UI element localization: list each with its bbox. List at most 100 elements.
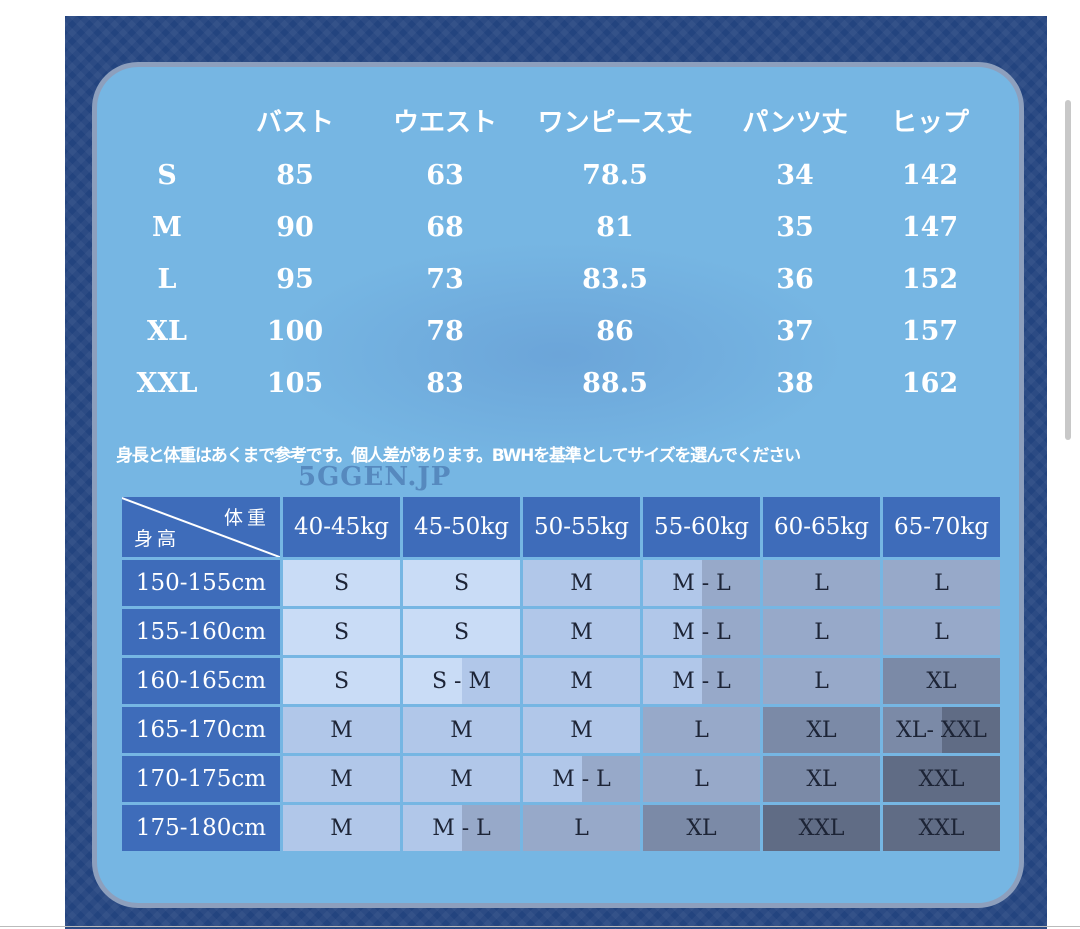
size-cell: M - L <box>643 609 760 655</box>
size-cell-text: L <box>934 619 949 645</box>
size-cell: M <box>523 658 640 704</box>
measurement-value: 162 <box>901 368 959 399</box>
size-label: XXL <box>136 368 198 399</box>
size-cell: M - L <box>643 560 760 606</box>
size-cell-text: L <box>814 668 829 694</box>
size-cell: L <box>643 756 760 802</box>
size-cell-text: L <box>934 570 949 596</box>
measurement-value: 90 <box>276 212 314 243</box>
height-header: 155-160cm <box>122 609 280 655</box>
size-label: M <box>152 212 182 243</box>
size-cell: XXL <box>883 805 1000 851</box>
size-cell: M <box>523 707 640 753</box>
size-cell: L <box>523 805 640 851</box>
size-cell: S - M <box>403 658 520 704</box>
size-cell-text: S <box>453 570 470 596</box>
size-cell: L <box>883 560 1000 606</box>
corner-header: 体重 身高 <box>122 497 280 557</box>
size-cell: M <box>403 756 520 802</box>
size-cell-text: M <box>570 619 593 645</box>
weight-header: 40-45kg <box>283 497 400 557</box>
measurement-value: 37 <box>776 316 814 347</box>
size-cell-text: S <box>453 619 470 645</box>
watermark-text: 5GGEN.JP <box>298 462 452 492</box>
size-cell-text: M - L <box>432 815 491 841</box>
size-cell-text: S <box>333 668 350 694</box>
size-cell: XL <box>643 805 760 851</box>
size-cell-text: L <box>814 619 829 645</box>
size-cell: XL <box>883 658 1000 704</box>
measurement-value: 105 <box>266 368 324 399</box>
size-cell-text: M <box>330 717 353 743</box>
measurement-header: ウエスト <box>392 108 498 138</box>
size-cell-text: XL- XXL <box>896 717 987 743</box>
size-cell: L <box>763 560 880 606</box>
weight-header: 55-60kg <box>643 497 760 557</box>
measurement-header: ヒップ <box>890 108 970 138</box>
height-header: 150-155cm <box>122 560 280 606</box>
size-cell-shade <box>701 609 760 655</box>
size-cell: S <box>283 609 400 655</box>
weight-header: 50-55kg <box>523 497 640 557</box>
size-cell: S <box>283 658 400 704</box>
size-cell: XXL <box>883 756 1000 802</box>
measurement-value: 68 <box>426 212 464 243</box>
measurement-value: 81 <box>596 212 634 243</box>
size-cell-text: M - L <box>672 619 731 645</box>
size-cell-shade <box>461 805 520 851</box>
size-cell-text: XXL <box>918 815 965 841</box>
size-cell-text: XL <box>806 766 837 792</box>
size-cell-shade <box>701 560 760 606</box>
height-label: 身高 <box>134 528 181 550</box>
weight-header: 65-70kg <box>883 497 1000 557</box>
weight-header: 60-65kg <box>763 497 880 557</box>
size-cell: XL <box>763 756 880 802</box>
size-cell-text: XL <box>926 668 957 694</box>
size-cell-text: XXL <box>798 815 845 841</box>
measurement-value: 83.5 <box>582 264 648 295</box>
height-header: 160-165cm <box>122 658 280 704</box>
divider <box>0 926 1080 927</box>
measurement-value: 78 <box>426 316 464 347</box>
height-header: 165-170cm <box>122 707 280 753</box>
size-cell-text: M <box>570 570 593 596</box>
size-cell-text: M <box>330 766 353 792</box>
size-cell: M - L <box>643 658 760 704</box>
size-cell-text: S - M <box>431 668 492 694</box>
size-cell-text: L <box>694 717 709 743</box>
size-cell-shade <box>461 658 520 704</box>
measurement-value: 38 <box>776 368 814 399</box>
size-cell: M <box>283 756 400 802</box>
measurement-value: 152 <box>901 264 959 295</box>
size-cell-text: M <box>450 766 473 792</box>
brand-watermark-logo <box>270 240 850 470</box>
size-cell-text: M - L <box>552 766 611 792</box>
size-cell-text: M <box>450 717 473 743</box>
size-cell: M - L <box>523 756 640 802</box>
measurement-value: 34 <box>776 160 814 191</box>
measurement-value: 85 <box>276 160 314 191</box>
measurement-value: 73 <box>426 264 464 295</box>
measurement-value: 95 <box>276 264 314 295</box>
measurement-header: パンツ丈 <box>742 108 848 138</box>
size-cell-text: XL <box>806 717 837 743</box>
scrollbar[interactable] <box>1065 100 1071 440</box>
size-cell: XL <box>763 707 880 753</box>
size-cell: S <box>403 609 520 655</box>
size-cell-shade <box>581 756 640 802</box>
size-cell: S <box>403 560 520 606</box>
size-cell: L <box>883 609 1000 655</box>
size-cell: M <box>523 560 640 606</box>
measurement-value: 63 <box>426 160 464 191</box>
size-cell: L <box>643 707 760 753</box>
size-cell-text: L <box>694 766 709 792</box>
measurement-value: 36 <box>776 264 814 295</box>
size-cell-text: L <box>574 815 589 841</box>
size-label: XL <box>147 316 187 347</box>
size-cell-shade <box>701 658 760 704</box>
size-cell: M - L <box>403 805 520 851</box>
size-cell-text: S <box>333 619 350 645</box>
size-label: L <box>157 264 177 295</box>
size-cell-text: M <box>570 668 593 694</box>
size-cell: XL- XXL <box>883 707 1000 753</box>
